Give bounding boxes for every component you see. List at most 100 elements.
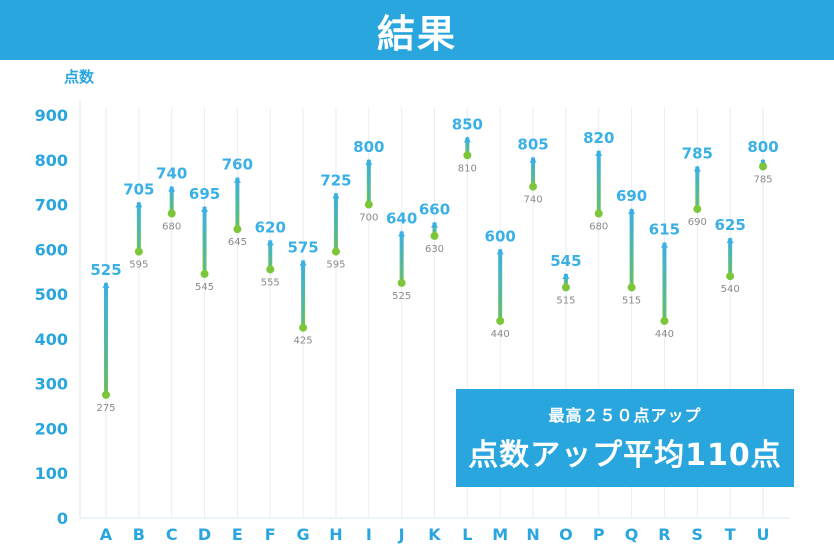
before-value-label: 425	[294, 336, 313, 347]
after-value-label: 705	[123, 180, 154, 198]
after-value-label: 690	[616, 187, 647, 205]
after-value-label: 660	[419, 200, 450, 218]
x-category-label: O	[559, 525, 573, 544]
arrow-head	[201, 205, 209, 212]
after-value-label: 820	[583, 129, 614, 147]
arrow-head	[628, 208, 636, 215]
before-dot	[299, 323, 308, 332]
before-dot	[364, 200, 373, 209]
x-category-label: S	[692, 525, 704, 544]
x-category-label: P	[593, 525, 605, 544]
y-tick-label: 700	[35, 196, 68, 215]
before-value-label: 515	[556, 295, 575, 306]
before-dot	[430, 231, 439, 240]
before-dot	[134, 247, 143, 256]
before-dot	[529, 182, 538, 191]
y-tick-label: 500	[35, 285, 68, 304]
before-value-label: 545	[195, 282, 214, 293]
after-value-label: 695	[189, 185, 220, 203]
before-value-label: 630	[425, 244, 444, 255]
after-value-label: 525	[90, 261, 121, 279]
arrow-head	[693, 165, 701, 172]
header-banner: 結果	[0, 0, 834, 60]
arrow-head	[726, 237, 734, 244]
arrow-head	[332, 192, 340, 199]
before-value-label: 540	[721, 284, 740, 295]
before-value-label: 690	[688, 217, 707, 228]
y-tick-label: 400	[35, 330, 68, 349]
after-value-label: 600	[485, 227, 516, 245]
before-value-label: 515	[622, 295, 641, 306]
y-tick-label: 100	[35, 464, 68, 483]
arrow-head	[266, 239, 274, 246]
arrow-head	[463, 136, 471, 143]
arrow-head	[496, 248, 504, 255]
x-category-label: L	[462, 525, 472, 544]
x-category-label: B	[133, 525, 145, 544]
arrow-head	[135, 201, 143, 208]
before-dot	[167, 209, 176, 218]
x-category-label: G	[297, 525, 310, 544]
before-dot	[759, 162, 767, 171]
x-category-label: C	[166, 525, 178, 544]
after-value-label: 740	[156, 165, 187, 183]
after-value-label: 545	[550, 252, 581, 270]
arrow-head	[365, 158, 373, 165]
before-dot	[397, 278, 406, 287]
before-dot	[660, 316, 669, 325]
x-category-label: J	[398, 525, 405, 544]
after-value-label: 725	[320, 171, 351, 189]
before-value-label: 595	[129, 260, 148, 271]
before-value-label: 680	[589, 222, 608, 233]
before-value-label: 595	[326, 260, 345, 271]
x-category-label: H	[329, 525, 342, 544]
before-dot	[266, 265, 275, 274]
arrow-head	[431, 221, 438, 228]
after-value-label: 625	[714, 216, 745, 234]
after-value-label: 640	[386, 209, 417, 227]
arrow-head	[529, 156, 537, 163]
x-category-label: K	[428, 525, 441, 544]
arrow-head	[299, 259, 307, 266]
y-tick-label: 800	[35, 151, 68, 170]
x-category-label: I	[366, 525, 372, 544]
y-tick-label: 0	[57, 509, 68, 528]
before-value-label: 275	[96, 403, 115, 414]
after-value-label: 760	[222, 156, 253, 174]
before-dot	[561, 283, 570, 292]
after-value-label: 805	[517, 136, 548, 154]
before-value-label: 555	[261, 277, 280, 288]
summary-subtitle: 最高２５０点アップ	[548, 406, 702, 425]
y-tick-label: 200	[35, 419, 68, 438]
x-category-label: M	[492, 525, 508, 544]
before-value-label: 810	[458, 163, 477, 174]
arrow-head	[595, 149, 603, 156]
y-tick-label: 300	[35, 375, 68, 394]
before-dot	[496, 316, 505, 325]
before-dot	[331, 247, 340, 256]
before-dot	[233, 225, 242, 234]
arrow-head	[660, 241, 668, 248]
before-dot	[627, 283, 636, 292]
after-value-label: 575	[287, 239, 318, 257]
arrow-head	[398, 230, 406, 237]
before-value-label: 525	[392, 291, 411, 302]
before-dot	[693, 205, 702, 214]
arrow-head	[562, 272, 570, 279]
before-dot	[200, 269, 209, 278]
before-dot	[726, 272, 735, 281]
arrow-head	[233, 176, 241, 183]
y-tick-label: 900	[35, 106, 68, 125]
before-value-label: 440	[491, 329, 510, 340]
summary-box: 最高２５０点アップ 点数アップ平均110点	[456, 389, 794, 487]
x-category-label: U	[757, 525, 770, 544]
x-category-label: E	[232, 525, 243, 544]
y-axis-label: 点数	[64, 68, 95, 86]
x-category-label: N	[526, 525, 539, 544]
x-category-label: F	[265, 525, 276, 544]
after-value-label: 620	[255, 218, 286, 236]
summary-headline: 点数アップ平均110点	[468, 438, 782, 473]
x-category-label: D	[198, 525, 211, 544]
x-category-label: A	[100, 525, 113, 544]
before-dot	[594, 209, 603, 218]
